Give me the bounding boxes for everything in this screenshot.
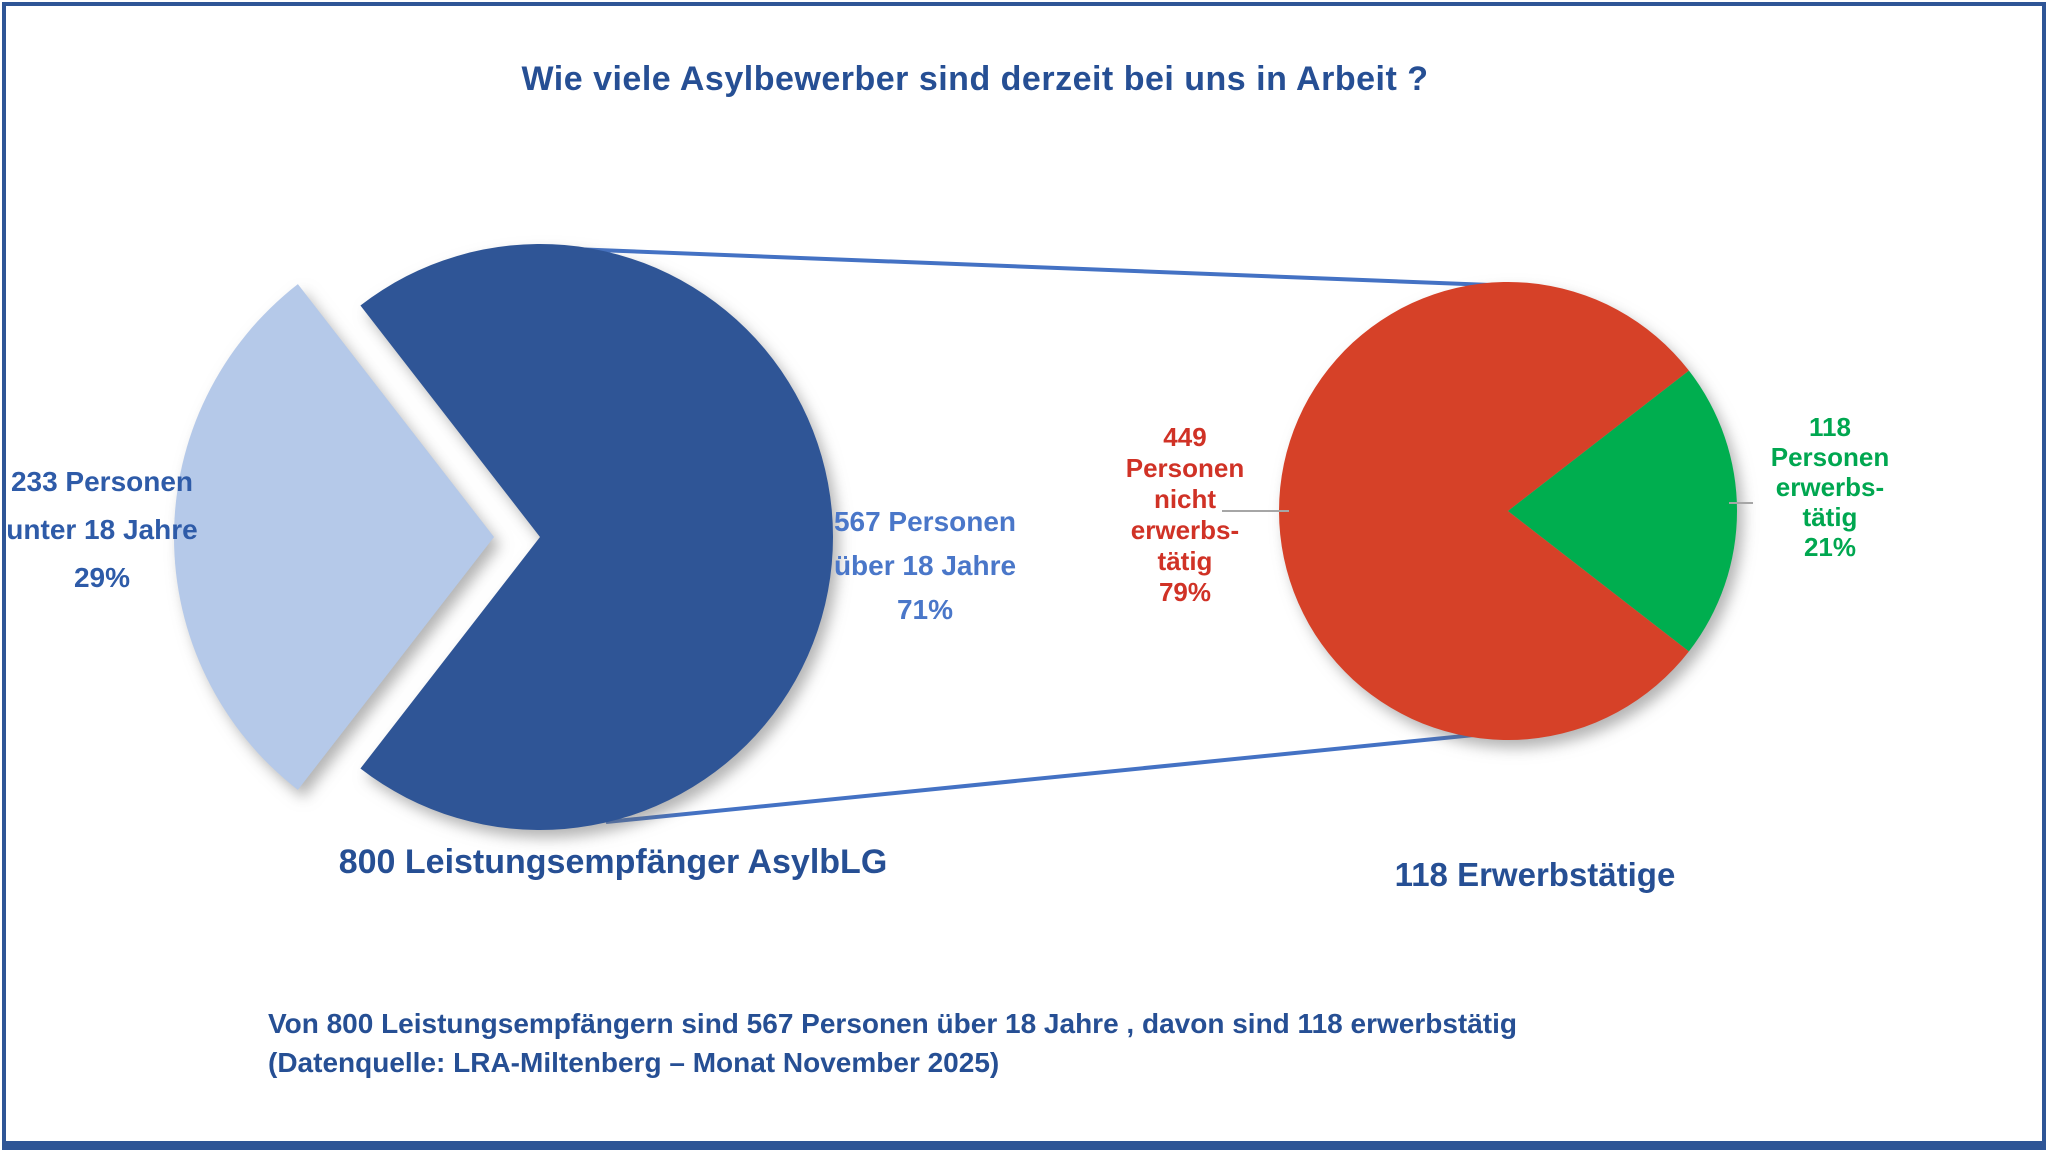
label-line: über 18 Jahre bbox=[833, 550, 1017, 581]
label-over-18: 567 Personen über 18 Jahre 71% bbox=[822, 500, 1028, 632]
label-line: tätig bbox=[1157, 546, 1213, 576]
label-line: 233 Personen bbox=[10, 466, 194, 497]
footer-line-1: Von 800 Leistungsempfängern sind 567 Per… bbox=[268, 1008, 1518, 1039]
footer-note: Von 800 Leistungsempfängern sind 567 Per… bbox=[268, 1004, 1517, 1082]
label-line: erwerbs- bbox=[1775, 472, 1885, 502]
chart-title: Wie viele Asylbewerber sind derzeit bei … bbox=[521, 60, 1429, 98]
left-pie-slice-under-18-exploded bbox=[173, 284, 494, 790]
label-line: 449 bbox=[1163, 422, 1207, 452]
label-line: 71% bbox=[896, 594, 954, 625]
series-line-bottom bbox=[605, 732, 1485, 824]
label-line: Personen bbox=[1770, 442, 1890, 472]
label-line: 567 Personen bbox=[833, 506, 1017, 537]
label-line: 29% bbox=[73, 562, 131, 593]
left-pie-caption: 800 Leistungsempfänger AsylbLG bbox=[338, 843, 888, 881]
right-pie bbox=[1279, 282, 1738, 740]
label-line: 118 bbox=[1809, 412, 1851, 442]
right-pie-slice-working bbox=[1508, 370, 1738, 652]
label-working: 118 Personen erwerbs- tätig 21% bbox=[1730, 412, 1930, 562]
bottom-border-bar bbox=[2, 1141, 2046, 1150]
label-line: erwerbs- bbox=[1130, 515, 1240, 545]
label-not-working: 449 Personen nicht erwerbs- tätig 79% bbox=[1085, 422, 1285, 608]
label-line: 21% bbox=[1803, 532, 1857, 562]
label-line: unter 18 Jahre bbox=[6, 514, 198, 545]
label-under-18: 233 Personen unter 18 Jahre 29% bbox=[0, 458, 204, 602]
left-pie-slice-over-18 bbox=[360, 244, 833, 830]
series-line-top bbox=[571, 247, 1492, 287]
label-line: Personen bbox=[1125, 453, 1245, 483]
label-line: 79% bbox=[1158, 577, 1212, 607]
label-line: nicht bbox=[1153, 484, 1217, 514]
footer-line-2: (Datenquelle: LRA-Miltenberg – Monat Nov… bbox=[268, 1047, 1000, 1078]
right-pie-slice-not-working bbox=[1279, 282, 1689, 740]
label-line: tätig bbox=[1802, 502, 1858, 532]
left-pie bbox=[173, 244, 833, 830]
right-pie-caption: 118 Erwerbstätige bbox=[1394, 856, 1676, 893]
